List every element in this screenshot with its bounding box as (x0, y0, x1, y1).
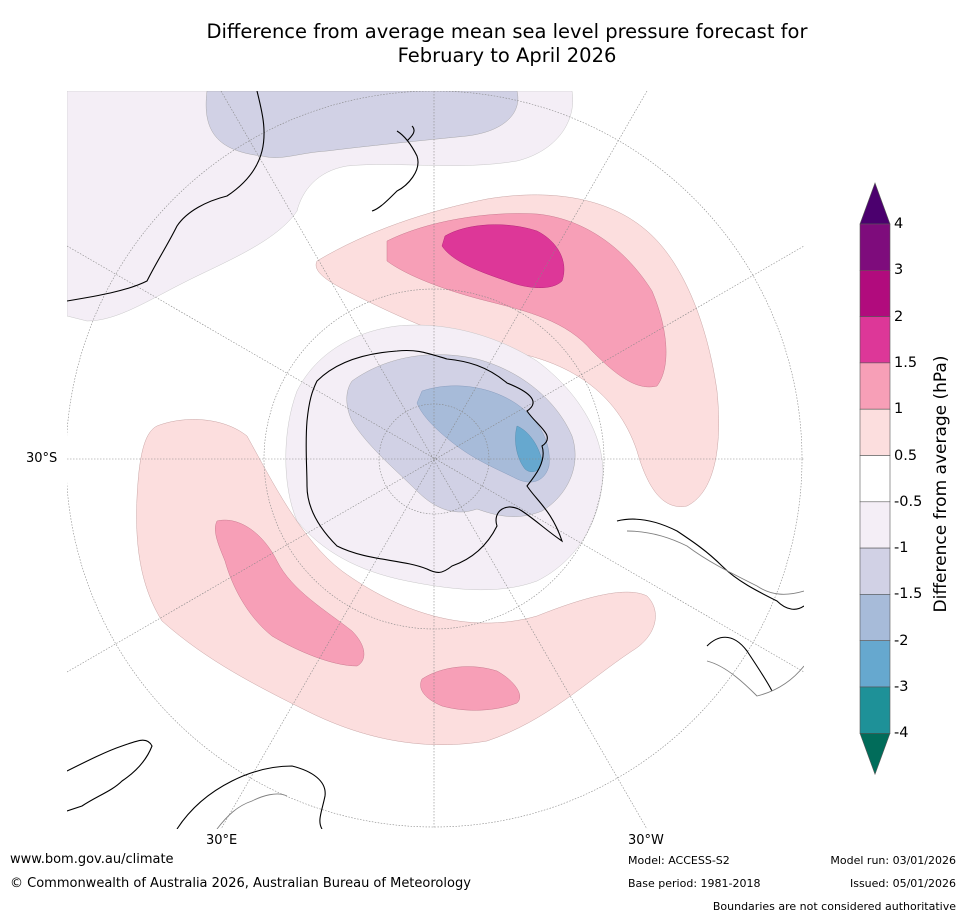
colorbar-band (859, 547, 891, 595)
southern-africa-coastline (176, 765, 326, 829)
graticule (67, 91, 804, 829)
africa-coastline (67, 739, 153, 812)
map-title-line-2: February to April 2026 (397, 44, 617, 67)
anomaly-region-neg2-antarctica (515, 425, 543, 472)
anomaly-region-pos05-s (136, 419, 656, 745)
anomaly-region-neg1-nw (205, 91, 519, 158)
copyright-notice: © Commonwealth of Australia 2026, Austra… (10, 876, 471, 891)
new-zealand-coastline (371, 125, 419, 212)
colorbar-band (859, 640, 891, 688)
antarctica-coastline (305, 349, 564, 573)
colorbar-tick-label: -0.5 (894, 493, 923, 510)
longitude-label-30w: 30°W (628, 833, 664, 848)
colorbar-tick-label: 2 (894, 308, 904, 325)
colorbar-over-arrow (859, 182, 891, 225)
longitude-label-30e: 30°E (206, 833, 238, 848)
map-title-line-1: Difference from average mean sea level p… (206, 20, 808, 43)
model-run-date: Model run: 03/01/2026 (830, 854, 956, 867)
colorbar (859, 182, 891, 776)
anomaly-region-pos1-s (420, 666, 521, 711)
colorbar-band (859, 408, 891, 456)
colorbar-band (859, 686, 891, 734)
colorbar-band (859, 594, 891, 641)
anomaly-region-neg05-nw (67, 91, 573, 322)
colorbar-tick-label: 1 (894, 401, 904, 418)
colorbar-band (859, 455, 891, 503)
colorbar-under-arrow (859, 732, 891, 776)
model-name: Model: ACCESS-S2 (628, 854, 730, 867)
latitude-label-30s: 30°S (26, 451, 58, 466)
colorbar-tick-label: -1 (894, 540, 909, 557)
coastlines (67, 91, 804, 829)
colorbar-title: Difference from average (hPa) (931, 355, 951, 613)
map-title: Difference from average mean sea level p… (0, 20, 965, 68)
colorbar-tick-label: 3 (894, 262, 904, 279)
colorbar-tick-label: -3 (894, 679, 909, 695)
colorbar-band (859, 316, 891, 364)
colorbar-tick-label: -4 (894, 725, 909, 742)
colorbar-tick-label: 4 (894, 216, 904, 232)
colorbar-band (859, 270, 891, 317)
base-period: Base period: 1981-2018 (628, 877, 761, 890)
colorbar-tick-label: 0.5 (894, 447, 918, 464)
colorbar-tick-label: 1.5 (894, 354, 918, 371)
colorbar-tick-label: -2 (894, 632, 909, 649)
colorbar-band (859, 501, 891, 549)
anomaly-region-pos15-ne (441, 224, 565, 288)
anomaly-region-pos1-sw (215, 519, 365, 667)
website-link[interactable]: www.bom.gov.au/climate (10, 852, 174, 867)
colorbar-band (859, 223, 891, 271)
issued-date: Issued: 05/01/2026 (849, 877, 956, 890)
secondary-borders (216, 530, 804, 829)
colorbar-band (859, 362, 891, 410)
australia-coastline (67, 91, 265, 302)
boundaries-disclaimer: Boundaries are not considered authoritat… (712, 900, 956, 913)
south-america-coastline (616, 518, 804, 692)
colorbar-tick-label: -1.5 (894, 586, 923, 603)
pressure-anomaly-map (67, 91, 804, 829)
